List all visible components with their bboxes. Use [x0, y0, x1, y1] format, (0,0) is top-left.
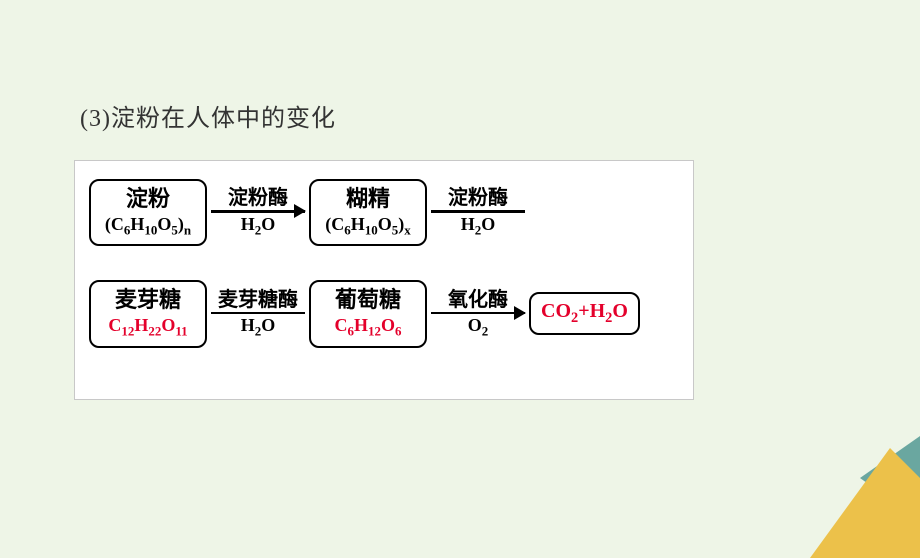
arrow-reagent-label: H2O: [241, 215, 276, 237]
substance-name: 葡萄糖: [321, 286, 415, 314]
section-heading: (3)淀粉在人体中的变化: [80, 98, 336, 133]
substance-node: 葡萄糖C6H12O6: [309, 280, 427, 347]
corner-decoration: [720, 318, 920, 558]
substance-node: 糊精(C6H10O5)x: [309, 179, 427, 246]
reaction-arrow: 麦芽糖酶 H2O: [211, 290, 305, 339]
arrow-enzyme-label: 氧化酶: [448, 290, 508, 311]
reaction-arrow: 淀粉酶 H2O: [431, 188, 525, 237]
arrow-reagent-label: H2O: [461, 215, 496, 237]
reaction-arrow: 淀粉酶 H2O: [211, 188, 305, 237]
substance-node: 麦芽糖C12H22O11: [89, 280, 207, 347]
substance-name: 淀粉: [101, 185, 195, 213]
substance-formula: C12H22O11: [101, 314, 195, 340]
arrow-enzyme-label: 淀粉酶: [448, 188, 508, 209]
arrow-line: [211, 312, 305, 314]
arrow-enzyme-label: 麦芽糖酶: [218, 290, 298, 311]
arrow-line: [211, 210, 305, 212]
substance-name: 糊精: [321, 185, 415, 213]
substance-formula: (C6H10O5)n: [101, 213, 195, 239]
arrow-line: [431, 210, 525, 212]
substance-formula: C6H12O6: [321, 314, 415, 340]
arrow-reagent-label: H2O: [241, 316, 276, 338]
arrow-enzyme-label: 淀粉酶: [228, 188, 288, 209]
reaction-diagram: 淀粉(C6H10O5)n 淀粉酶 H2O 糊精(C6H10O5)x 淀粉酶 H2O 麦芽糖…: [74, 160, 694, 400]
product-node: CO2+H2O: [529, 292, 640, 335]
arrow-head-icon: [294, 204, 306, 218]
arrow-line: [431, 312, 525, 314]
substance-formula: (C6H10O5)x: [321, 213, 415, 239]
arrow-head-icon: [514, 306, 526, 320]
arrow-reagent-label: O2: [468, 316, 489, 338]
substance-name: 麦芽糖: [101, 286, 195, 314]
substance-node: 淀粉(C6H10O5)n: [89, 179, 207, 246]
diagram-row-1: 淀粉(C6H10O5)n 淀粉酶 H2O 糊精(C6H10O5)x 淀粉酶 H2O: [89, 179, 679, 246]
diagram-row-2: 麦芽糖C12H22O11 麦芽糖酶 H2O 葡萄糖C6H12O6 氧化酶 O2 CO2+H2…: [89, 280, 679, 347]
reaction-arrow: 氧化酶 O2: [431, 290, 525, 339]
